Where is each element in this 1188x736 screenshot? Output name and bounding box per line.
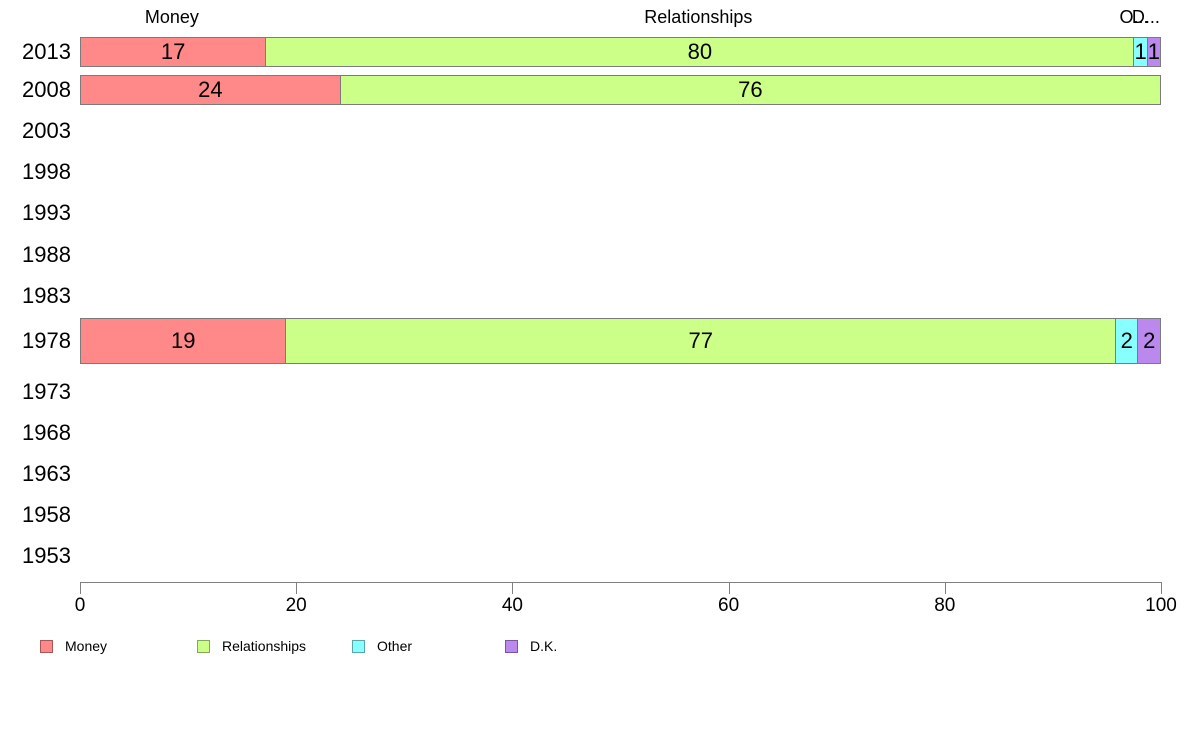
bar-value-label: 2 <box>1143 328 1156 353</box>
series-top-label: Money <box>144 7 199 27</box>
x-axis-tick-label: 100 <box>1145 595 1177 616</box>
x-axis-tick-label: 80 <box>934 595 956 616</box>
y-axis-label-1988: 1988 <box>22 242 71 267</box>
series-top-label: Relationships <box>644 7 753 27</box>
legend-swatch <box>352 639 365 653</box>
x-axis-tick-label: 40 <box>501 595 523 616</box>
y-axis-label-1998: 1998 <box>22 159 71 184</box>
bar-segment-dk[interactable]: 2 <box>1137 319 1160 363</box>
y-axis-label-1958: 1958 <box>22 502 71 527</box>
bar-segment-money[interactable]: 17 <box>81 38 266 66</box>
bar-value-label: 1 <box>1147 39 1160 64</box>
bar-value-label: 17 <box>160 39 186 64</box>
x-axis-tick-label: 60 <box>718 595 740 616</box>
y-axis-label-2003: 2003 <box>22 118 71 143</box>
bar-value-label: 2 <box>1120 328 1133 353</box>
y-axis-label-1978: 1978 <box>22 328 71 353</box>
x-axis-tick <box>80 582 81 594</box>
y-axis-label-1983: 1983 <box>22 283 71 308</box>
y-axis-label-1963: 1963 <box>22 461 71 486</box>
legend-swatch <box>197 639 210 653</box>
legend-label: Money <box>65 638 108 654</box>
legend-label: D.K. <box>530 638 558 654</box>
legend-label: Relationships <box>222 638 307 654</box>
bar-value-label: 19 <box>170 328 196 353</box>
bar-segment-relationships[interactable]: 77 <box>285 319 1115 363</box>
bar-value-label: 1 <box>1134 39 1147 64</box>
x-axis-tick-label: 20 <box>285 595 307 616</box>
x-axis-tick <box>1161 582 1162 594</box>
y-axis-label-1968: 1968 <box>22 420 71 445</box>
legend-item-other[interactable]: Other <box>352 639 412 653</box>
x-axis-tick <box>512 582 514 594</box>
bar-value-label: 80 <box>687 39 713 64</box>
series-top-label: D... <box>1131 7 1160 27</box>
bar-row-1978: 19 77 2 2 <box>80 318 1161 364</box>
bar-value-label: 24 <box>198 77 223 102</box>
bar-segment-other[interactable]: 2 <box>1114 319 1138 363</box>
legend-item-money[interactable]: Money <box>40 639 107 653</box>
legend-swatch <box>40 639 53 653</box>
bar-segment-money[interactable]: 24 <box>81 76 340 104</box>
x-axis-tick <box>296 582 298 594</box>
legend-label: Other <box>377 638 413 654</box>
x-axis-tick <box>728 582 730 594</box>
bar-segment-money[interactable]: 19 <box>81 319 286 363</box>
x-axis-tick-label: 0 <box>74 595 86 616</box>
legend-item-relationships[interactable]: Relationships <box>197 639 306 653</box>
bar-value-label: 77 <box>688 328 713 353</box>
y-axis-label-1953: 1953 <box>22 543 71 568</box>
y-axis-label-2008: 2008 <box>22 77 71 102</box>
legend-item-dk[interactable]: D.K. <box>505 639 557 653</box>
y-axis-label-1973: 1973 <box>22 379 71 404</box>
bar-segment-relationships[interactable]: 76 <box>339 76 1160 104</box>
bar-segment-relationships[interactable]: 80 <box>265 38 1134 66</box>
series-top-label: O... <box>1119 7 1149 27</box>
x-axis-line <box>80 582 1162 583</box>
y-axis-label-2013: 2013 <box>22 39 71 64</box>
bar-value-label: 76 <box>738 77 763 102</box>
bar-segment-other[interactable]: 1 <box>1133 38 1147 66</box>
bar-segment-dk[interactable]: 1 <box>1146 38 1160 66</box>
bar-row-2008: 24 76 <box>80 75 1161 105</box>
x-axis-tick <box>944 582 946 594</box>
y-axis-label-1993: 1993 <box>22 200 71 225</box>
legend-swatch <box>505 639 518 653</box>
bar-row-2013: 17 80 1 1 <box>80 37 1161 67</box>
